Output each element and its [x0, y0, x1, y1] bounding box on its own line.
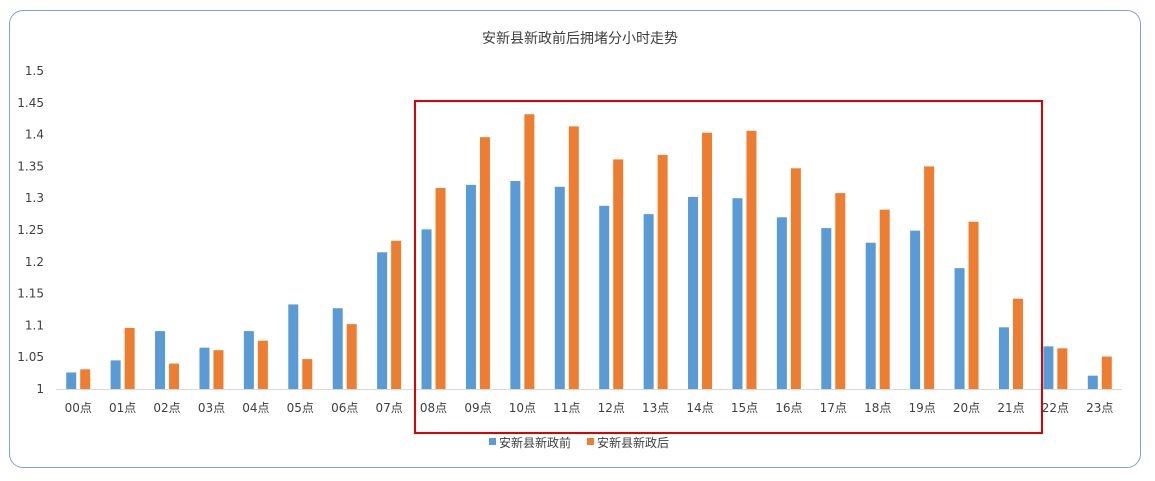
x-tick-label: 10点: [509, 401, 536, 415]
x-tick-label: 16点: [775, 401, 802, 415]
bar-series-0-15点: [732, 198, 743, 389]
y-tick-label: 1.5: [25, 64, 44, 78]
x-tick-label: 19点: [908, 401, 935, 415]
legend-label-0: 安新县新政前: [499, 435, 571, 450]
chart-title: 安新县新政前后拥堵分小时走势: [482, 30, 678, 47]
y-tick-label: 1.45: [17, 96, 44, 110]
bar-series-0-03点: [199, 347, 210, 389]
x-tick-label: 11点: [553, 401, 580, 415]
x-tick-label: 05点: [287, 401, 314, 415]
x-tick-label: 04点: [242, 401, 269, 415]
x-tick-label: 23点: [1086, 401, 1113, 415]
bar-series-0-00点: [66, 372, 77, 389]
y-tick-label: 1.4: [25, 128, 44, 142]
bar-series-0-05点: [288, 304, 299, 389]
x-tick-label: 15点: [731, 401, 758, 415]
bar-series-0-18点: [865, 242, 876, 389]
bar-series-0-08点: [421, 229, 432, 389]
bar-series-1-07点: [391, 240, 402, 389]
bar-series-1-06点: [346, 324, 357, 389]
x-tick-label: 03点: [198, 401, 225, 415]
bar-series-0-21点: [998, 327, 1009, 389]
bar-series-0-10点: [510, 181, 521, 389]
bar-series-1-01点: [124, 327, 135, 389]
bar-series-1-20点: [968, 221, 979, 389]
y-tick-label: 1.35: [17, 159, 44, 173]
bar-series-1-19点: [924, 166, 935, 389]
bar-series-0-16点: [776, 217, 787, 389]
bar-series-0-22点: [1043, 346, 1054, 389]
x-tick-label: 08点: [420, 401, 447, 415]
bar-series-0-13点: [643, 214, 654, 389]
x-tick-label: 21点: [997, 401, 1024, 415]
bar-series-1-23点: [1101, 356, 1112, 389]
legend-swatch-0: [489, 438, 496, 445]
y-tick-label: 1.3: [25, 191, 44, 205]
x-tick-label: 09点: [464, 401, 491, 415]
x-tick-label: 06点: [331, 401, 358, 415]
x-tick-label: 14点: [686, 401, 713, 415]
bar-series-0-12点: [599, 205, 610, 389]
bar-series-0-09点: [465, 184, 476, 389]
bar-series-0-06点: [332, 308, 343, 389]
legend-swatch-1: [587, 438, 594, 445]
x-tick-label: 02点: [153, 401, 180, 415]
bar-series-1-09点: [479, 137, 490, 389]
highlight-box: [414, 100, 1043, 434]
y-axis: 1 1.05 1.1 1.15 1.2 1.25 1.3 1.35 1.4 1.45 1.5: [17, 64, 44, 396]
bar-series-0-20点: [954, 268, 965, 389]
y-tick-label: 1.1: [25, 318, 44, 332]
bar-series-1-17点: [835, 193, 846, 389]
x-axis: 00点 01点 02点 03点 04点 05点 06点 07点 08点 09点 10点 11点 12点 1…: [65, 401, 1114, 415]
bars: [66, 114, 1112, 390]
bar-series-0-11点: [554, 186, 565, 389]
bar-series-0-04点: [243, 331, 254, 389]
bar-series-1-15点: [746, 130, 757, 389]
x-tick-label: 17点: [820, 401, 847, 415]
bar-series-1-11点: [568, 126, 579, 389]
x-tick-label: 00点: [65, 401, 92, 415]
bar-series-1-22点: [1057, 348, 1068, 389]
bar-series-0-17点: [821, 228, 832, 389]
bar-series-0-19点: [910, 230, 921, 389]
legend: 安新县新政前 安新县新政后: [489, 435, 669, 450]
x-tick-label: 13点: [642, 401, 669, 415]
legend-label-1: 安新县新政后: [597, 435, 669, 450]
bar-series-1-12点: [613, 159, 624, 389]
bar-series-1-00点: [80, 369, 91, 389]
bar-series-1-05点: [302, 359, 313, 389]
x-tick-label: 12点: [598, 401, 625, 415]
bar-series-1-10点: [524, 114, 535, 390]
x-tick-label: 18点: [864, 401, 891, 415]
y-tick-label: 1.05: [17, 350, 44, 364]
bar-series-0-02点: [155, 331, 166, 389]
bar-series-1-08点: [435, 188, 446, 389]
bar-series-0-14点: [688, 196, 699, 389]
bar-series-1-13点: [657, 154, 668, 389]
bar-series-0-23点: [1087, 375, 1098, 389]
bar-series-0-07点: [377, 252, 388, 389]
y-tick-label: 1.2: [25, 255, 44, 269]
bar-series-1-21点: [1012, 298, 1023, 389]
bar-series-1-02点: [169, 363, 180, 389]
bar-series-1-18点: [879, 209, 890, 389]
bar-series-1-16点: [790, 168, 801, 389]
bar-series-0-01点: [110, 360, 121, 389]
x-tick-label: 07点: [375, 401, 402, 415]
bar-series-1-04点: [257, 340, 268, 389]
bar-series-1-14点: [702, 132, 713, 389]
y-tick-label: 1.25: [17, 223, 44, 237]
x-tick-label: 22点: [1042, 401, 1069, 415]
x-tick-label: 01点: [109, 401, 136, 415]
bar-series-1-03点: [213, 350, 224, 389]
x-tick-label: 20点: [953, 401, 980, 415]
y-tick-label: 1.15: [17, 287, 44, 301]
y-tick-label: 1: [36, 382, 44, 396]
